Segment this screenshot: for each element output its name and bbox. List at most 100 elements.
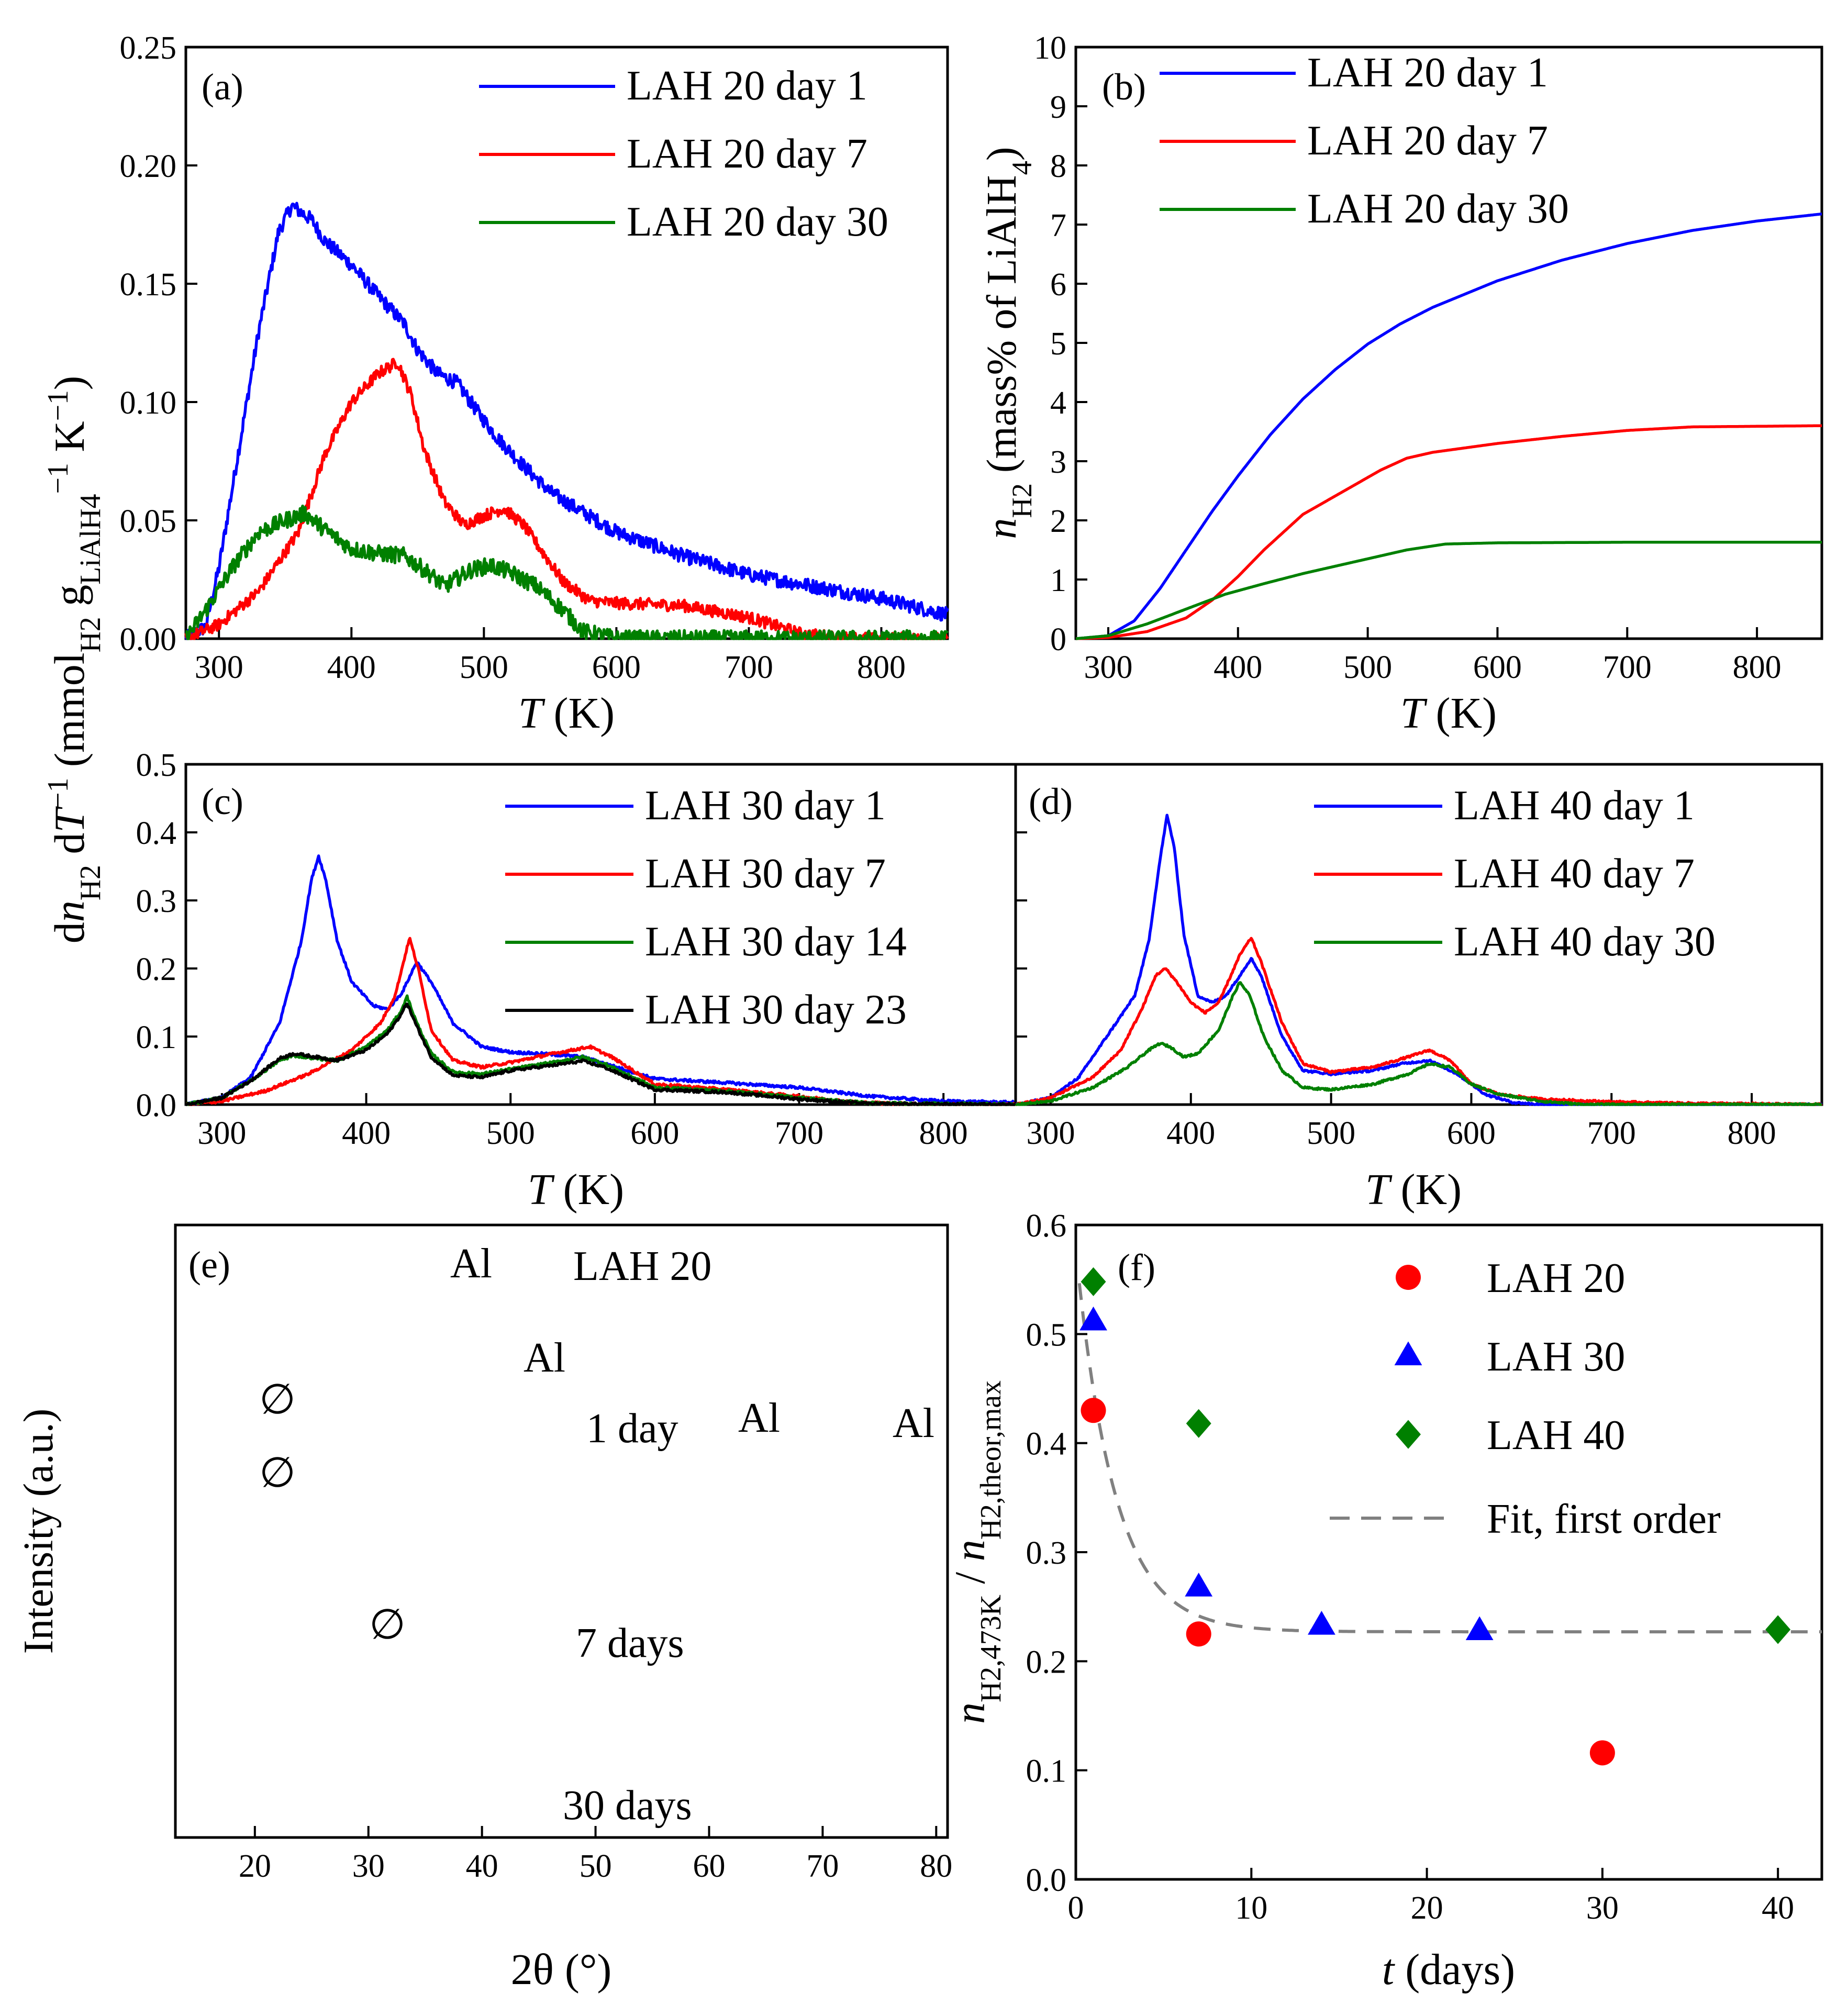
x-axis-label: 2θ (°) xyxy=(511,1945,612,1994)
data-point-triangle xyxy=(1308,1610,1335,1635)
panel-d-frame xyxy=(1014,763,1823,1106)
legend-label: LAH 20 day 30 xyxy=(1307,186,1569,232)
panel-label: (c) xyxy=(202,781,243,822)
x-tick-label: 0 xyxy=(1068,1890,1084,1926)
y-tick-label: 0.5 xyxy=(1026,1317,1067,1353)
y-tick-label: 0.5 xyxy=(136,748,177,783)
panel-a-chart: 300 400 500 600 700 800 0.00 0.05 0.10 0.15 0.20 0.… xyxy=(42,30,949,943)
panel-d-chart: 300 400 500 600 700 800 (d) LAH 40 day 1 LAH 40 … xyxy=(1014,763,1823,1214)
panel-label: (f) xyxy=(1118,1246,1155,1288)
y-tick-label: 0.2 xyxy=(136,952,177,987)
panel-c-chart: 300 400 500 600 700 800 0.0 0.1 0.2 0.3 0.4 0.5 (c) L… xyxy=(136,748,1017,1214)
legend-label: LAH 40 day 7 xyxy=(1454,851,1695,897)
peak-annotation: Al xyxy=(738,1395,780,1441)
y-tick-label: 10 xyxy=(1034,30,1066,66)
legend-label: LAH 30 day 7 xyxy=(645,851,886,897)
data-point-triangle xyxy=(1079,1306,1107,1331)
x-axis-label: T (K) xyxy=(1400,689,1497,738)
legend-label: LAH 40 day 1 xyxy=(1454,783,1695,829)
series-line xyxy=(185,504,949,640)
y-tick-label: 8 xyxy=(1050,149,1066,184)
x-tick-label: 300 xyxy=(197,1116,246,1151)
peak-annotation: ∅ xyxy=(259,1377,296,1423)
x-tick-label: 800 xyxy=(857,650,906,685)
panel-f-frame xyxy=(1074,1223,1823,1881)
panel-title: LAH 20 xyxy=(573,1243,711,1289)
x-tick-label: 300 xyxy=(1084,650,1132,685)
panel-label: (a) xyxy=(202,66,243,108)
legend-label: LAH 20 day 1 xyxy=(627,63,867,109)
y-tick-label: 5 xyxy=(1050,326,1066,362)
peak-annotation: Al xyxy=(450,1241,492,1287)
y-tick-label: 0.0 xyxy=(1026,1863,1067,1898)
legend-label: LAH 30 day 1 xyxy=(645,783,886,829)
y-tick-label: 3 xyxy=(1050,444,1066,480)
data-point-diamond xyxy=(1081,1267,1106,1296)
y-tick-label: 7 xyxy=(1050,208,1066,243)
y-axis-label: nH2,473K / nH2,theor,max xyxy=(946,1380,1007,1724)
y-tick-label: 2 xyxy=(1050,504,1066,539)
x-axis-label: T (K) xyxy=(1365,1165,1462,1214)
y-tick-label: 0.05 xyxy=(120,504,177,539)
y-axis-label: Intensity (a.u.) xyxy=(16,1409,62,1654)
x-tick-label: 600 xyxy=(1447,1116,1496,1151)
data-point-circle xyxy=(1396,1265,1421,1290)
data-point-triangle xyxy=(1465,1616,1494,1640)
legend-label: LAH 20 day 30 xyxy=(627,199,888,245)
series-line xyxy=(1075,541,1823,640)
y-tick-label: 0.3 xyxy=(1026,1535,1067,1571)
data-point-diamond xyxy=(1186,1409,1211,1438)
legend-label: LAH 40 day 30 xyxy=(1454,919,1716,965)
y-tick-label: 0.20 xyxy=(120,149,177,184)
data-point-circle xyxy=(1081,1398,1106,1423)
y-tick-label: 0.6 xyxy=(1026,1208,1067,1244)
series-label: 1 day xyxy=(586,1406,678,1452)
panel-f-chart: 0 10 20 30 40 0.0 0.1 0.2 0.3 0.4 0.5 0.6 (f) LAH 20 L… xyxy=(946,1208,1823,1994)
x-tick-label: 500 xyxy=(1307,1116,1355,1151)
x-tick-label: 70 xyxy=(806,1848,839,1884)
legend-label: LAH 30 day 14 xyxy=(645,919,907,965)
x-axis-label: t (days) xyxy=(1382,1945,1515,1994)
legend-label: LAH 20 day 7 xyxy=(627,131,867,177)
y-tick-label: 0 xyxy=(1050,622,1066,658)
x-tick-label: 20 xyxy=(239,1848,271,1884)
y-tick-label: 0.2 xyxy=(1026,1644,1067,1680)
series-line xyxy=(1075,424,1823,640)
peak-annotation: Al xyxy=(524,1335,565,1381)
x-tick-label: 400 xyxy=(1214,650,1262,685)
x-tick-label: 800 xyxy=(919,1116,968,1151)
series-label: 30 days xyxy=(563,1783,692,1829)
x-axis-label: T (K) xyxy=(528,1165,624,1214)
x-tick-label: 400 xyxy=(342,1116,391,1151)
peak-annotation: ∅ xyxy=(369,1602,406,1648)
x-axis-label: T (K) xyxy=(518,689,615,738)
x-tick-label: 60 xyxy=(693,1848,725,1884)
legend-label: LAH 30 xyxy=(1487,1334,1625,1380)
y-tick-label: 6 xyxy=(1050,267,1066,303)
x-tick-label: 30 xyxy=(1586,1890,1619,1926)
panel-label: (e) xyxy=(188,1244,230,1286)
x-tick-label: 300 xyxy=(195,650,243,685)
y-tick-label: 0.1 xyxy=(1026,1754,1067,1789)
data-point-circle xyxy=(1186,1621,1211,1647)
data-point-diamond xyxy=(1396,1420,1421,1449)
panel-b-chart: 300 400 500 600 700 800 0 1 2 3 4 5 6 7 8 9 10 (b) LAH 20 … xyxy=(979,30,1823,738)
y-tick-label: 1 xyxy=(1050,563,1066,598)
legend-label: LAH 20 day 1 xyxy=(1307,50,1548,96)
x-tick-label: 500 xyxy=(1343,650,1392,685)
panel-label: (b) xyxy=(1102,66,1146,108)
y-tick-label: 4 xyxy=(1050,385,1066,421)
x-tick-label: 80 xyxy=(920,1848,952,1884)
x-tick-label: 600 xyxy=(630,1116,679,1151)
series-line xyxy=(184,1002,1017,1106)
x-tick-label: 600 xyxy=(592,650,641,685)
x-tick-label: 40 xyxy=(466,1848,498,1884)
x-tick-label: 400 xyxy=(1166,1116,1215,1151)
y-tick-label: 0.25 xyxy=(120,30,177,66)
y-tick-label: 0.4 xyxy=(1026,1427,1067,1462)
y-tick-label: 0.1 xyxy=(136,1020,177,1055)
x-tick-label: 500 xyxy=(486,1116,535,1151)
panel-e-frame xyxy=(174,1223,949,1839)
x-tick-label: 700 xyxy=(1587,1116,1636,1151)
